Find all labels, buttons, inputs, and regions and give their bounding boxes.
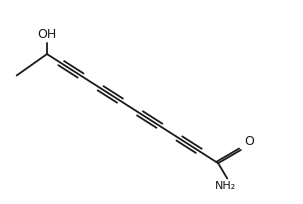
Text: OH: OH (37, 28, 57, 41)
Text: NH₂: NH₂ (215, 181, 236, 191)
Text: O: O (244, 135, 254, 148)
